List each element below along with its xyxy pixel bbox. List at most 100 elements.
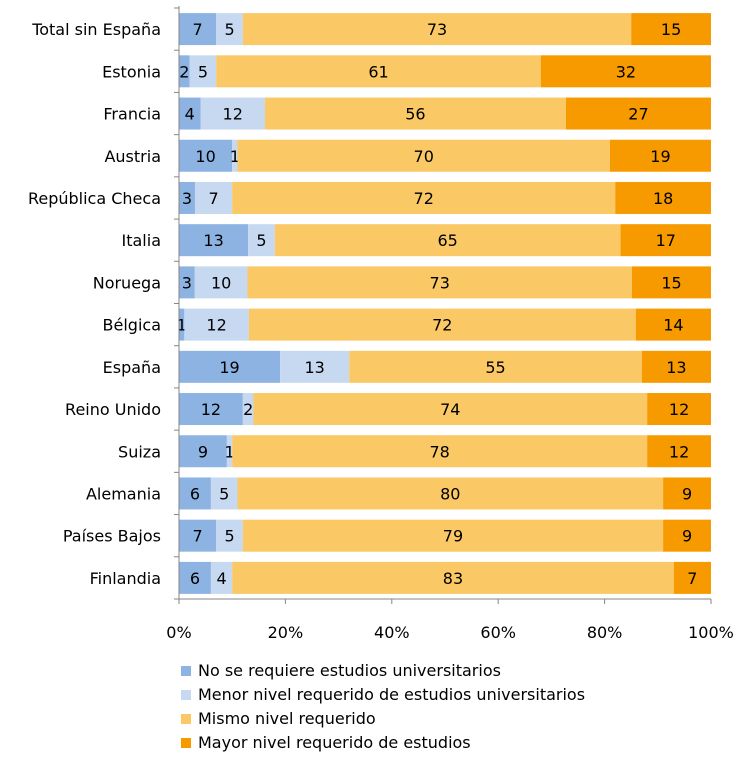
category-label-republica-checa: República Checa — [28, 189, 161, 208]
x-tick-label-40: 40% — [374, 623, 410, 642]
data-label-finlandia-s4: 7 — [687, 569, 697, 588]
bar-segment-suiza-s1 — [179, 435, 227, 468]
data-label-italia-s4: 17 — [656, 231, 676, 250]
bar-segment-espana-s2 — [280, 350, 350, 383]
category-label-estonia: Estonia — [102, 62, 161, 81]
bar-segment-estonia-s4 — [540, 55, 711, 88]
bar-segment-estonia-s1 — [179, 55, 190, 88]
category-label-alemania: Alemania — [86, 484, 161, 503]
data-label-paises-bajos-s3: 79 — [443, 527, 463, 546]
bar-segment-paises-bajos-s2 — [216, 519, 243, 552]
bar-segment-alemania-s4 — [663, 477, 711, 510]
category-label-total-sin-espana: Total sin España — [31, 20, 161, 39]
bar-segment-finlandia-s4 — [673, 561, 711, 594]
category-label-paises-bajos: Países Bajos — [63, 527, 161, 546]
legend-label-s2: Menor nivel requerido de estudios univer… — [198, 685, 585, 704]
bar-segment-paises-bajos-s4 — [663, 519, 711, 552]
data-label-reino-unido-s3: 74 — [440, 400, 460, 419]
data-label-francia-s2: 12 — [223, 105, 243, 124]
bar-segment-francia-s1 — [179, 97, 201, 130]
data-label-total-sin-espana-s1: 7 — [193, 20, 203, 39]
data-label-paises-bajos-s4: 9 — [682, 527, 692, 546]
data-label-noruega-s4: 15 — [661, 273, 681, 292]
data-label-reino-unido-s2: 2 — [243, 400, 253, 419]
data-label-italia-s1: 13 — [203, 231, 223, 250]
legend-label-s4: Mayor nivel requerido de estudios — [198, 733, 471, 752]
category-label-austria: Austria — [104, 147, 161, 166]
bar-segment-espana-s4 — [641, 350, 711, 383]
bar-segment-republica-checa-s3 — [232, 181, 616, 214]
bar-segment-reino-unido-s1 — [179, 393, 243, 426]
bar-segment-austria-s1 — [179, 139, 233, 172]
legend-swatch-s4 — [181, 738, 191, 748]
bar-segment-austria-s4 — [609, 139, 711, 172]
bar-segment-paises-bajos-s3 — [242, 519, 664, 552]
category-labels: Total sin España Estonia Francia Austria Rep… — [28, 20, 161, 588]
x-tick-label-0: 0% — [166, 623, 191, 642]
data-label-republica-checa-s1: 3 — [182, 189, 192, 208]
data-label-finlandia-s3: 83 — [443, 569, 463, 588]
data-label-espana-s1: 19 — [219, 358, 239, 377]
bar-segment-austria-s3 — [237, 139, 610, 172]
bar-segment-republica-checa-s1 — [179, 181, 195, 214]
axes: 0% 20% 40% 60% 80% 100% — [166, 6, 734, 642]
data-label-belgica-s2: 12 — [206, 316, 226, 335]
bar-segment-alemania-s3 — [237, 477, 664, 510]
data-label-suiza-s3: 78 — [430, 442, 450, 461]
bar-segment-finlandia-s2 — [210, 561, 233, 594]
category-label-suiza: Suiza — [118, 442, 161, 461]
bar-segment-noruega-s3 — [247, 266, 632, 299]
data-label-finlandia-s2: 4 — [216, 569, 226, 588]
data-label-paises-bajos-s2: 5 — [224, 527, 234, 546]
bar-segment-austria-s2 — [232, 139, 238, 172]
x-tick-label-60: 60% — [480, 623, 516, 642]
data-label-italia-s2: 5 — [256, 231, 266, 250]
bar-segment-suiza-s3 — [232, 435, 648, 468]
data-label-paises-bajos-s1: 7 — [193, 527, 203, 546]
bar-segment-reino-unido-s3 — [253, 393, 648, 426]
data-label-estonia-s1: 2 — [179, 62, 189, 81]
x-tick-label-100: 100% — [688, 623, 734, 642]
data-label-estonia-s3: 61 — [368, 62, 388, 81]
data-label-austria-s3: 70 — [414, 147, 434, 166]
bar-segment-noruega-s4 — [631, 266, 711, 299]
data-label-republica-checa-s2: 7 — [208, 189, 218, 208]
bar-segment-italia-s3 — [274, 224, 621, 257]
bar-segment-noruega-s1 — [179, 266, 195, 299]
bar-segment-italia-s2 — [248, 224, 275, 257]
bar-segment-finlandia-s3 — [232, 561, 674, 594]
bar-segment-total-sin-espana-s4 — [631, 13, 711, 46]
legend-label-s1: No se requiere estudios universitarios — [198, 661, 501, 680]
data-label-total-sin-espana-s2: 5 — [224, 20, 234, 39]
data-label-republica-checa-s4: 18 — [653, 189, 673, 208]
data-label-belgica-s3: 72 — [432, 316, 452, 335]
data-label-reino-unido-s4: 12 — [669, 400, 689, 419]
bar-segment-espana-s1 — [179, 350, 281, 383]
data-label-espana-s2: 13 — [304, 358, 324, 377]
category-label-noruega: Noruega — [93, 273, 161, 292]
bar-segment-total-sin-espana-s2 — [216, 13, 243, 46]
bar-segment-belgica-s4 — [635, 308, 711, 341]
bar-segment-republica-checa-s2 — [194, 181, 233, 214]
category-label-espana: España — [103, 358, 161, 377]
bar-segment-estonia-s2 — [189, 55, 217, 88]
data-label-espana-s4: 13 — [666, 358, 686, 377]
data-label-total-sin-espana-s4: 15 — [661, 20, 681, 39]
bar-segment-finlandia-s1 — [179, 561, 211, 594]
data-label-noruega-s3: 73 — [430, 273, 450, 292]
data-label-noruega-s2: 10 — [211, 273, 231, 292]
data-label-alemania-s1: 6 — [190, 484, 200, 503]
data-label-francia-s1: 4 — [185, 105, 195, 124]
category-label-belgica: Bélgica — [103, 316, 161, 335]
category-label-reino-unido: Reino Unido — [65, 400, 161, 419]
data-label-belgica-s1: 1 — [177, 316, 187, 335]
bar-segment-francia-s3 — [264, 97, 566, 130]
bar-segment-francia-s2 — [200, 97, 265, 130]
data-label-belgica-s4: 14 — [663, 316, 683, 335]
bar-segment-italia-s4 — [620, 224, 711, 257]
legend-swatch-s2 — [181, 690, 191, 700]
data-label-estonia-s2: 5 — [198, 62, 208, 81]
x-tick-label-80: 80% — [587, 623, 623, 642]
